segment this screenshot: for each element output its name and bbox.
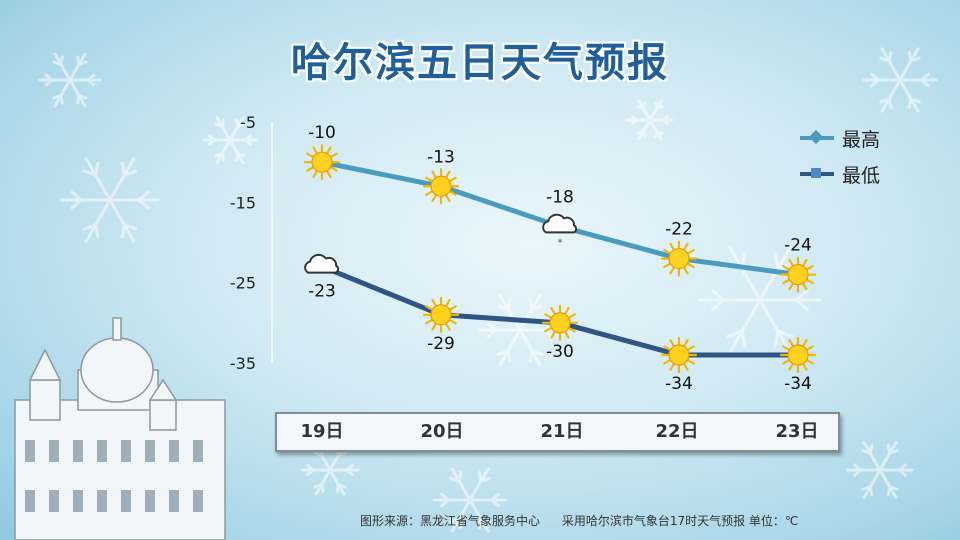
- snowflake-icon: [38, 52, 102, 108]
- legend-swatch-low: [800, 168, 834, 178]
- footer-note: 采用哈尔滨市气象台17时天气预报 单位：℃: [561, 514, 799, 528]
- sun-icon: [660, 336, 698, 374]
- snowflake-icon: [432, 467, 508, 533]
- data-label: -24: [784, 236, 812, 256]
- x-axis-bar: 19日 20日 21日 22日 23日: [275, 412, 840, 452]
- y-tick-label: -5: [240, 113, 256, 132]
- cathedral-illustration: [14, 317, 226, 540]
- sun-icon: [541, 304, 579, 341]
- sun-icon: [422, 296, 460, 333]
- legend-item-high: 最高: [800, 120, 880, 156]
- legend-label-high: 最高: [842, 128, 881, 151]
- sun-icon: [303, 144, 341, 181]
- x-tick-label: 19日: [300, 421, 344, 442]
- footer-source: 图形来源：黑龙江省气象服务中心: [360, 514, 541, 528]
- sun-icon: [422, 168, 460, 205]
- legend: 最高 最低: [800, 120, 880, 192]
- legend-item-low: 最低: [800, 156, 880, 192]
- chart-title: 哈尔滨五日天气预报: [291, 40, 669, 86]
- series-low: -23 -29 -30 -34 -34: [304, 253, 817, 394]
- series-high: -10 -13 * -18 -22 -24: [303, 123, 817, 293]
- data-label: -13: [427, 147, 455, 167]
- sun-icon: [660, 240, 698, 277]
- y-tick-label: -35: [230, 354, 256, 373]
- snowflake-icon: [478, 293, 562, 367]
- diamond-icon: [808, 129, 824, 145]
- y-tick-label: -15: [230, 193, 256, 212]
- legend-label-low: 最低: [842, 164, 881, 187]
- data-label: -22: [665, 220, 693, 240]
- data-label: -29: [427, 334, 455, 354]
- footer: 图形来源：黑龙江省气象服务中心 采用哈尔滨市气象台17时天气预报 单位：℃: [360, 512, 816, 529]
- x-tick-label: 21日: [540, 421, 584, 442]
- data-label: -23: [308, 282, 336, 302]
- sun-icon: [779, 256, 817, 293]
- data-label: -34: [665, 374, 693, 394]
- snowflake-icon: [626, 99, 674, 141]
- square-icon: [811, 168, 821, 178]
- snowflake-icon: [60, 156, 160, 244]
- cloud-icon: [304, 253, 340, 274]
- x-tick-label: 23日: [775, 421, 819, 442]
- legend-swatch-high: [800, 129, 834, 145]
- y-tick-label: -25: [230, 274, 256, 293]
- data-label: -30: [546, 342, 574, 362]
- snowflake-icon: [862, 47, 938, 113]
- cloud-snow-icon: *: [542, 213, 578, 248]
- data-label: -34: [784, 374, 812, 394]
- snowflake-icon: [202, 115, 258, 165]
- svg-text:*: *: [558, 237, 563, 248]
- data-label: -18: [546, 187, 574, 207]
- x-tick-label: 20日: [420, 421, 464, 442]
- x-tick-label: 22日: [655, 421, 699, 442]
- data-label: -10: [308, 123, 336, 143]
- snowflake-icon: [846, 440, 914, 500]
- sun-icon: [779, 336, 817, 374]
